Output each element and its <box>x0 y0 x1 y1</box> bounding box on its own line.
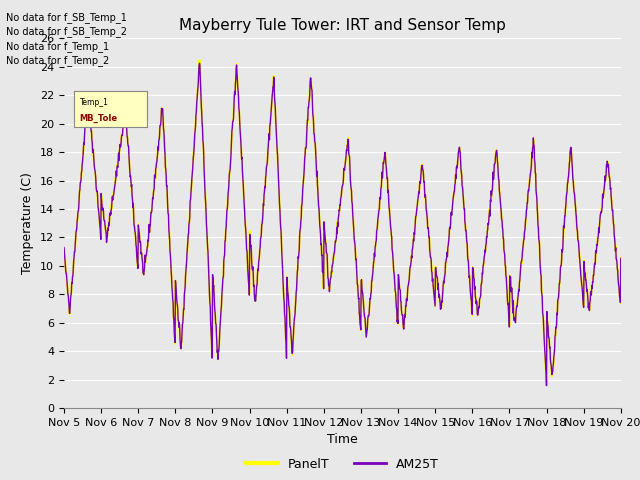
Text: Temp_1: Temp_1 <box>79 98 108 107</box>
Text: No data for f_Temp_2: No data for f_Temp_2 <box>6 55 109 66</box>
X-axis label: Time: Time <box>327 433 358 446</box>
Legend: PanelT, AM25T: PanelT, AM25T <box>241 453 444 476</box>
Text: MB_Tole: MB_Tole <box>79 114 118 123</box>
Y-axis label: Temperature (C): Temperature (C) <box>22 172 35 274</box>
Text: No data for f_SB_Temp_1: No data for f_SB_Temp_1 <box>6 12 127 23</box>
Text: No data for f_Temp_1: No data for f_Temp_1 <box>6 41 109 52</box>
Title: Mayberry Tule Tower: IRT and Sensor Temp: Mayberry Tule Tower: IRT and Sensor Temp <box>179 18 506 33</box>
Text: No data for f_SB_Temp_2: No data for f_SB_Temp_2 <box>6 26 127 37</box>
